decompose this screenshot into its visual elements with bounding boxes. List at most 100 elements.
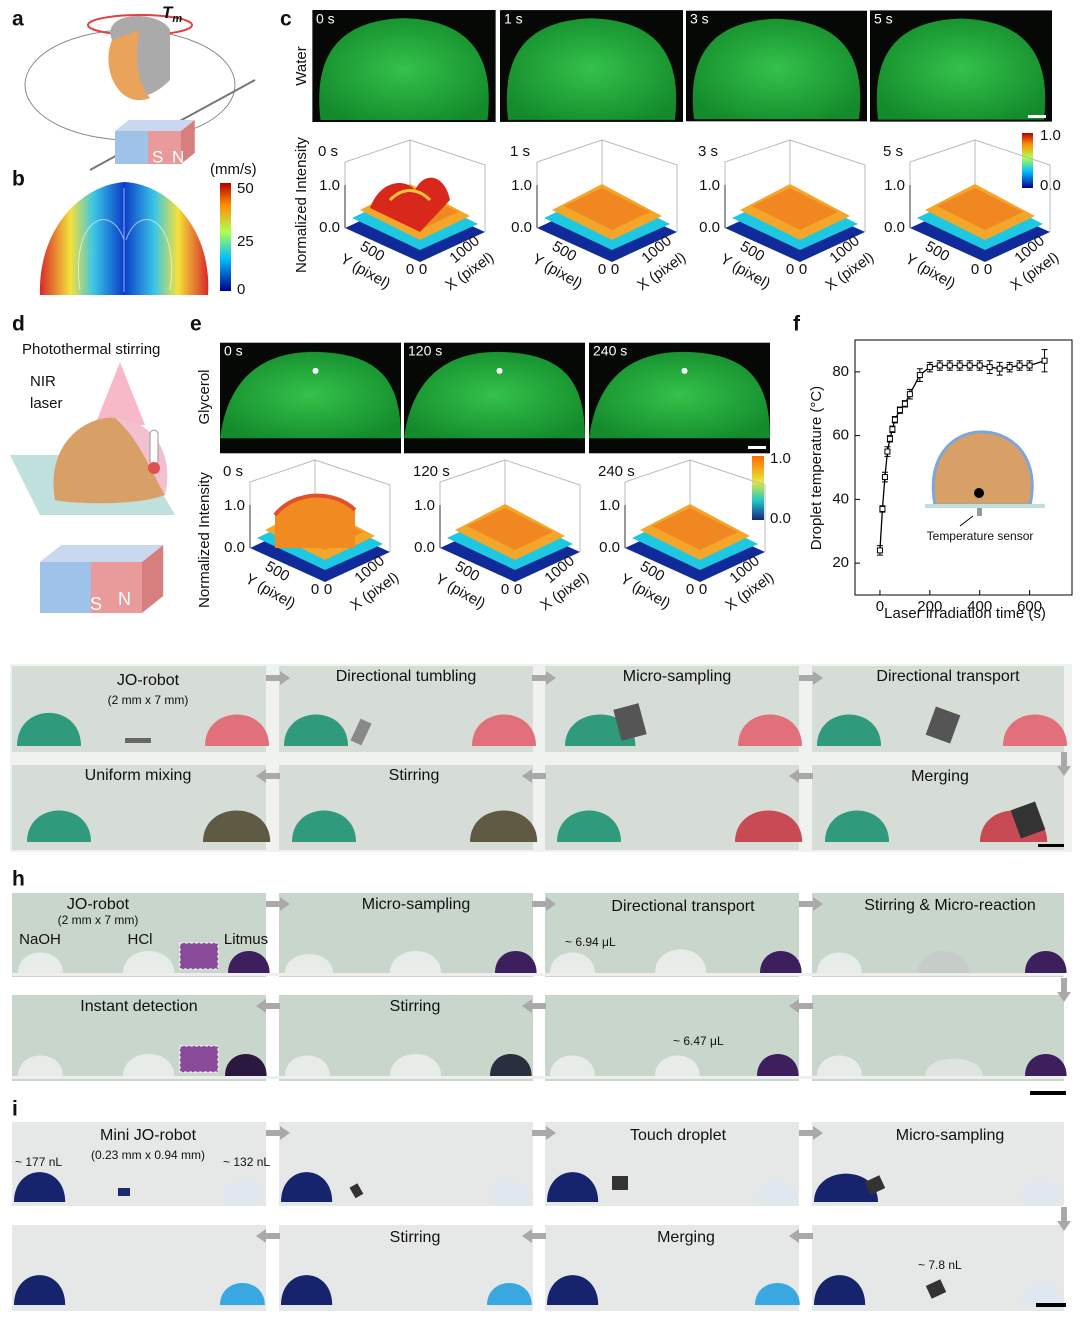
panel-e: e Glycerol 0 s 120 s 240 s Normalized In… [190, 313, 791, 608]
x-tick-label: 0 [419, 261, 427, 278]
z-tick-label: 0.0 [884, 219, 905, 236]
z-tick-label: 1.0 [599, 497, 620, 514]
panel-label: h [12, 868, 25, 891]
data-point [879, 505, 886, 512]
panel-label: c [280, 8, 292, 31]
inset-annotation: Temperature sensor [927, 529, 1034, 543]
photo-time: 3 s [690, 11, 709, 27]
y-tick-label: 0 [971, 261, 979, 278]
data-point [996, 365, 1003, 372]
robot-body [108, 30, 150, 101]
data-point [884, 448, 891, 455]
x-tick-label: 0 [324, 581, 332, 598]
plot-time: 0 s [318, 143, 338, 160]
volume-label: ~ 132 nL [223, 1155, 270, 1169]
panel-d: d Photothermal stirring NIR laser S N [10, 313, 175, 614]
colorbar-tick: 1.0 [770, 450, 791, 467]
pole: S [90, 594, 102, 614]
plot-frame [854, 339, 1073, 596]
torque-symbol: Tm [162, 3, 182, 24]
panel-b: b (mm/s) 50 25 0 [12, 161, 257, 298]
photo [220, 342, 401, 454]
z-tick-label: 0.0 [511, 219, 532, 236]
x-tick-label: 0 [984, 261, 992, 278]
step-label: Stirring [390, 998, 441, 1015]
droplets [14, 1172, 1066, 1307]
inset-sensor-tip [974, 488, 984, 498]
frames [12, 893, 1064, 1081]
plot-time: 0 s [223, 463, 243, 480]
photo [500, 10, 683, 122]
panel-label: b [12, 168, 25, 191]
step-label: Instant detection [80, 998, 197, 1015]
photo [404, 342, 585, 454]
torque-letter: T [162, 3, 174, 22]
data-point [926, 364, 933, 371]
data-point [876, 547, 883, 554]
step-label: Directional transport [876, 668, 1020, 685]
plot-time: 1 s [510, 143, 530, 160]
data-point [986, 364, 993, 371]
plot-time: 240 s [598, 463, 635, 480]
data-point [891, 416, 898, 423]
data-point [1041, 357, 1048, 364]
y-tick-label: 0 [501, 581, 509, 598]
data-point [1006, 364, 1013, 371]
step-label: Stirring & Micro-reaction [864, 897, 1036, 914]
y-tick-label: 0 [311, 581, 319, 598]
step-label: Micro-sampling [623, 668, 731, 685]
y-tick-label: 40 [832, 490, 849, 507]
panel-label: a [12, 8, 24, 31]
step-label: Directional transport [611, 898, 755, 915]
z-tick-label: 1.0 [414, 497, 435, 514]
colorbar-tick: 25 [237, 233, 254, 250]
z-tick-label: 0.0 [414, 539, 435, 556]
x-tick-label: 400 [967, 598, 992, 615]
inset-sensor [977, 508, 982, 516]
y-tick-label: 20 [832, 554, 849, 571]
volume-label: ~ 6.47 μL [673, 1034, 724, 1048]
x-tick-label: 0 [699, 581, 707, 598]
photo [312, 10, 496, 122]
step-label: Directional tumbling [336, 668, 477, 685]
z-tick-label: 1.0 [224, 497, 245, 514]
robot-size: (0.23 mm x 0.94 mm) [91, 1148, 205, 1162]
panel-a: a Tm S N [12, 3, 256, 171]
plot-time: 120 s [413, 463, 450, 480]
volume-label: ~ 6.94 μL [565, 935, 616, 949]
photo [686, 10, 867, 122]
z-tick-label: 1.0 [319, 177, 340, 194]
panel-i: i Mini JO-robot (0.23 mm x 0.94 mm) ~ 17… [12, 1098, 1071, 1311]
torque-subscript: m [172, 13, 182, 25]
inset-substrate [925, 504, 1045, 508]
colorbar-unit: (mm/s) [210, 161, 257, 178]
data-point [896, 407, 903, 414]
z-axis-label: Normalized Intensity [293, 137, 310, 273]
volume-label: ~ 7.8 nL [918, 1258, 962, 1272]
y-tick-label: 0 [686, 581, 694, 598]
photo [589, 342, 770, 454]
panel-c: c Water 0 s 1 s 3 s 5 s Normalized Inten… [280, 8, 1061, 273]
x-tick-label: 200 [917, 598, 942, 615]
step-label: Touch droplet [630, 1127, 727, 1144]
scale-bar [748, 446, 766, 449]
data-point [889, 426, 896, 433]
x-tick-label: 0 [799, 261, 807, 278]
panel-title: Photothermal stirring [22, 341, 160, 358]
droplet-label: NaOH [19, 931, 61, 948]
data-point [946, 362, 953, 369]
data-point [916, 372, 923, 379]
panel-h: h JO-robot (2 mm x 7 mm) NaOH HCl Litmus… [12, 868, 1071, 1095]
pole: N [118, 589, 131, 609]
colorbar-tick: 1.0 [1040, 127, 1061, 144]
data-point [886, 435, 893, 442]
panel-label: i [12, 1098, 18, 1121]
x-axis-label: Laser irradiation time (s) [884, 605, 1046, 622]
data-point [901, 400, 908, 407]
data-point [906, 391, 913, 398]
droplet-label: Litmus [224, 931, 268, 948]
robot-label: JO-robot [117, 672, 180, 689]
droplets [17, 703, 1067, 847]
z-tick-label: 1.0 [884, 177, 905, 194]
robot-label: Mini JO-robot [100, 1127, 197, 1144]
